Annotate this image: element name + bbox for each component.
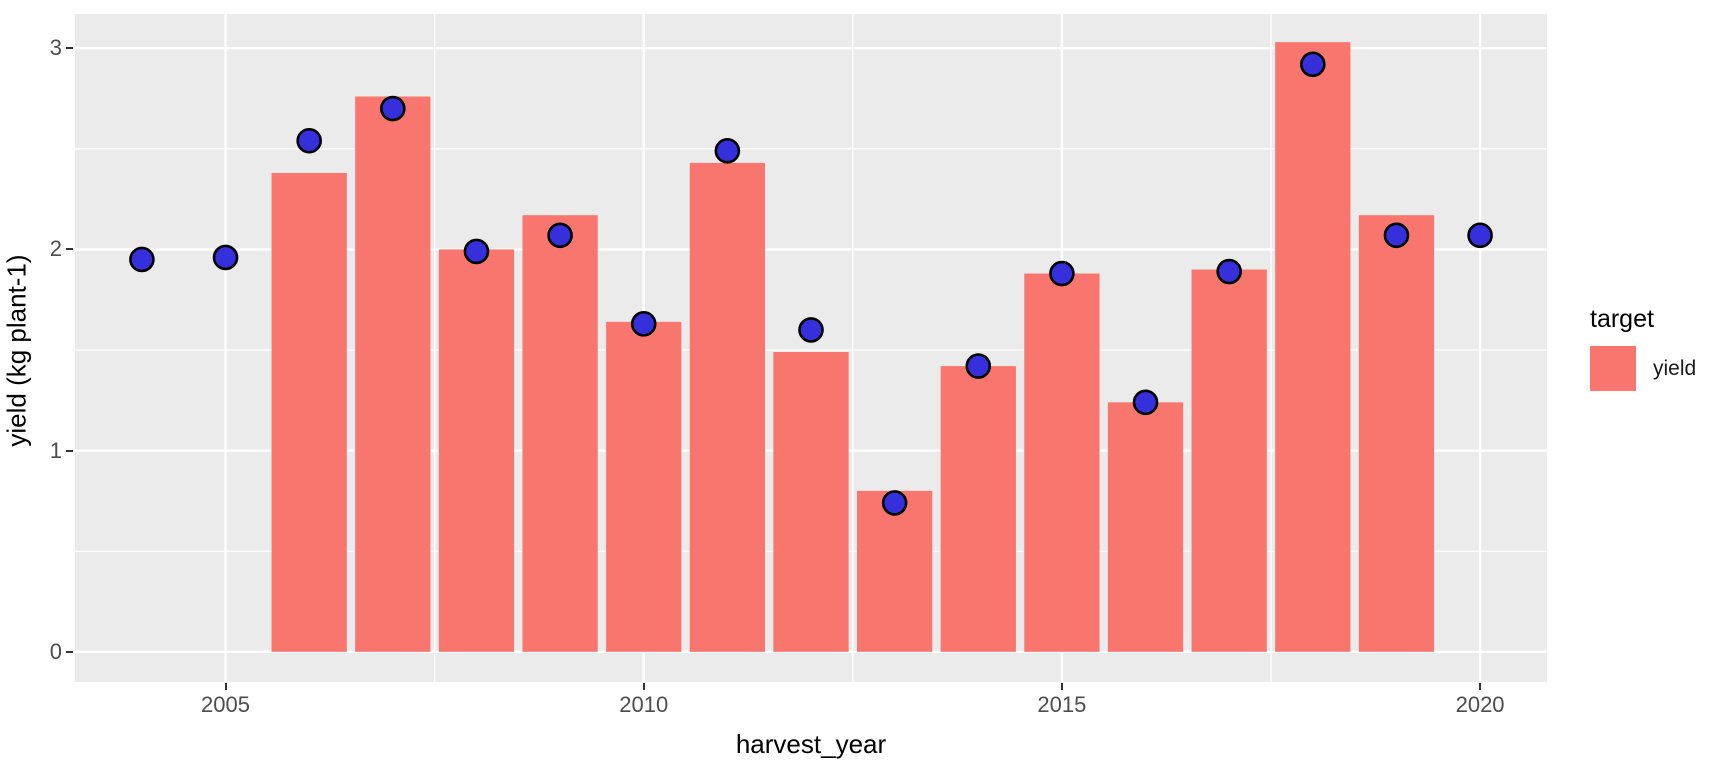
point-2012	[798, 317, 824, 343]
point-2010	[630, 311, 657, 337]
bar-2012	[773, 352, 849, 652]
bar-2018	[1275, 42, 1351, 652]
point-2013	[881, 490, 908, 516]
point-2009	[547, 222, 573, 249]
point-2019	[1383, 222, 1410, 249]
y-axis-title: yield (kg plant-1)	[1, 254, 32, 447]
x-tick-mark	[1479, 683, 1482, 690]
y-tick-mark	[66, 650, 73, 653]
bar-2010	[606, 321, 682, 652]
y-tick-mark	[66, 47, 73, 50]
bar-2014	[940, 366, 1016, 652]
point-2005	[212, 244, 239, 271]
bar-2017	[1191, 269, 1267, 652]
bar-2016	[1107, 402, 1184, 652]
y-tick-label: 1	[49, 437, 62, 463]
bar-2009	[522, 215, 598, 652]
y-tick-label: 2	[49, 236, 62, 262]
point-2011	[714, 138, 741, 164]
plot-canvas	[75, 14, 1547, 682]
x-tick-label: 2010	[619, 692, 669, 717]
point-2015	[1049, 260, 1075, 287]
y-tick-label: 0	[49, 638, 62, 664]
bar-2011	[689, 162, 765, 652]
point-2006	[296, 127, 322, 154]
point-2018	[1300, 51, 1326, 78]
x-tick-label: 2005	[201, 692, 250, 717]
legend-entry-yield: yield	[1590, 346, 1696, 391]
y-tick-mark	[66, 248, 73, 251]
x-tick-label: 2020	[1455, 692, 1505, 717]
point-2004	[129, 246, 155, 273]
point-2016	[1132, 389, 1159, 416]
x-tick-mark	[1060, 683, 1063, 690]
x-tick-mark	[642, 683, 645, 690]
point-2014	[965, 353, 992, 379]
legend-title: target	[1590, 305, 1654, 333]
y-tick-label: 3	[49, 35, 62, 61]
bar-2007	[355, 96, 431, 652]
point-2008	[463, 238, 490, 265]
legend: target yield	[1590, 305, 1696, 391]
plot-panel	[75, 14, 1547, 682]
bar-2008	[438, 249, 515, 652]
x-axis-title: harvest_year	[735, 729, 887, 759]
legend-key-swatch	[1590, 346, 1636, 391]
point-2017	[1216, 258, 1242, 285]
bar-2015	[1024, 273, 1100, 652]
legend-entry-label: yield	[1653, 356, 1697, 380]
bar-2013	[857, 490, 933, 652]
bar-2019	[1358, 215, 1435, 652]
point-2007	[380, 95, 406, 122]
x-tick-mark	[224, 683, 227, 690]
x-tick-label: 2015	[1037, 692, 1087, 717]
y-tick-mark	[66, 449, 73, 452]
bar-2006	[271, 172, 347, 652]
point-2020	[1467, 222, 1493, 249]
